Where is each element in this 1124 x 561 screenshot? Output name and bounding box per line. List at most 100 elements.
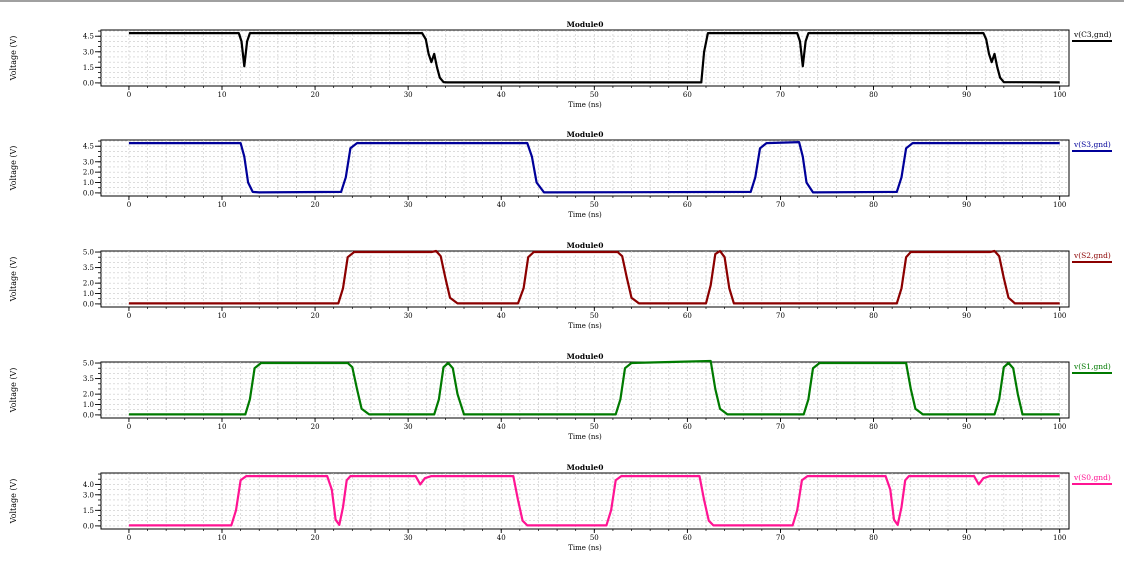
x-tick-label: 90 xyxy=(962,534,971,542)
legend-label: v(S2,gnd) xyxy=(1073,251,1111,260)
x-tick-label: 0 xyxy=(127,312,131,320)
x-tick-label: 100 xyxy=(1053,201,1066,209)
y-axis-label: Voltage (V) xyxy=(9,368,18,414)
x-tick-label: 40 xyxy=(497,201,506,209)
y-tick-label: 1.0 xyxy=(83,290,94,298)
plot-frame xyxy=(100,250,1070,308)
x-tick-label: 20 xyxy=(311,312,320,320)
y-tick-label: 0.0 xyxy=(83,411,94,419)
legend-label: v(C3,gnd) xyxy=(1073,30,1111,39)
x-tick-label: 80 xyxy=(869,91,878,99)
x-tick-label: 30 xyxy=(404,91,413,99)
x-tick-label: 40 xyxy=(497,423,506,431)
x-tick-label: 20 xyxy=(311,91,320,99)
x-tick-label: 10 xyxy=(218,312,227,320)
x-tick-label: 100 xyxy=(1053,534,1066,542)
x-tick-label: 30 xyxy=(404,312,413,320)
x-tick-label: 100 xyxy=(1053,423,1066,431)
x-tick-label: 50 xyxy=(590,91,599,99)
x-tick-label: 90 xyxy=(962,91,971,99)
subplot-2: Module0 0.0 1.0 2.0 3.0 4.5 0 10 20 30 40 50 60 70 80 9… xyxy=(9,130,1112,219)
y-tick-label: 1.0 xyxy=(83,179,94,187)
y-tick-label: 0.0 xyxy=(83,189,94,197)
x-tick-label: 0 xyxy=(127,534,131,542)
y-axis-label: Voltage (V) xyxy=(9,257,18,303)
x-axis-label: Time (ns) xyxy=(568,433,602,441)
x-tick-label: 70 xyxy=(776,91,785,99)
x-tick-label: 100 xyxy=(1053,91,1066,99)
x-tick-label: 90 xyxy=(962,312,971,320)
plot-title: Module0 xyxy=(567,130,604,139)
plot-frame xyxy=(100,139,1070,197)
series-line xyxy=(128,141,1060,194)
x-tick-label: 60 xyxy=(683,312,692,320)
x-tick-label: 0 xyxy=(127,91,131,99)
legend-label: v(S1,gnd) xyxy=(1073,362,1111,371)
y-tick-label: 0.0 xyxy=(83,522,94,530)
x-tick-label: 80 xyxy=(869,201,878,209)
x-tick-label: 70 xyxy=(776,534,785,542)
x-tick-label: 30 xyxy=(404,201,413,209)
x-tick-label: 90 xyxy=(962,201,971,209)
x-tick-label: 0 xyxy=(127,423,131,431)
y-tick-label: 4.0 xyxy=(83,481,94,489)
subplot-1: Module0 0.0 1.5 3.0 4.5 0 10 20 30 40 50 60 70 80 90 10… xyxy=(9,20,1112,109)
x-tick-label: 20 xyxy=(311,423,320,431)
x-tick-label: 30 xyxy=(404,534,413,542)
y-tick-label: 5.0 xyxy=(83,360,94,368)
y-tick-label: 3.0 xyxy=(83,491,94,499)
x-tick-label: 100 xyxy=(1053,312,1066,320)
y-axis-label: Voltage (V) xyxy=(9,146,18,192)
plot-title: Module0 xyxy=(567,352,604,361)
x-tick-label: 80 xyxy=(869,423,878,431)
x-tick-label: 30 xyxy=(404,423,413,431)
plot-title: Module0 xyxy=(567,463,604,472)
x-tick-label: 70 xyxy=(776,201,785,209)
subplot-5: Module0 0.0 1.5 3.0 4.0 0 10 20 30 40 50 60 70 80 90 10… xyxy=(9,463,1112,552)
y-tick-label: 3.0 xyxy=(83,48,94,56)
y-tick-label: 4.5 xyxy=(83,33,94,41)
x-tick-label: 20 xyxy=(311,201,320,209)
y-tick-label: 3.5 xyxy=(83,264,94,272)
x-tick-label: 50 xyxy=(590,534,599,542)
subplot-4: Module0 0.0 1.0 2.0 3.5 5.0 0 10 20 30 40 50 60 70 80 9… xyxy=(9,352,1112,441)
x-axis-label: Time (ns) xyxy=(568,544,602,552)
x-tick-label: 60 xyxy=(683,423,692,431)
plot-frame xyxy=(100,472,1070,530)
x-tick-label: 50 xyxy=(590,423,599,431)
x-tick-label: 10 xyxy=(218,534,227,542)
y-tick-label: 5.0 xyxy=(83,249,94,257)
x-tick-label: 70 xyxy=(776,312,785,320)
y-tick-label: 1.5 xyxy=(83,507,94,515)
x-axis-label: Time (ns) xyxy=(568,101,602,109)
y-tick-label: 0.0 xyxy=(83,300,94,308)
x-tick-label: 0 xyxy=(127,201,131,209)
series-line xyxy=(128,359,1060,416)
x-tick-label: 70 xyxy=(776,423,785,431)
x-tick-label: 60 xyxy=(683,91,692,99)
series-line xyxy=(128,475,1060,527)
subplot-3: Module0 0.0 1.0 2.0 3.5 5.0 0 10 20 30 40 50 60 70 80 9… xyxy=(9,241,1112,330)
y-tick-label: 1.0 xyxy=(83,401,94,409)
x-tick-label: 60 xyxy=(683,201,692,209)
x-tick-label: 10 xyxy=(218,423,227,431)
y-tick-label: 3.5 xyxy=(83,375,94,383)
legend-label: v(S3,gnd) xyxy=(1073,140,1111,149)
y-tick-label: 0.0 xyxy=(83,79,94,87)
y-tick-label: 2.0 xyxy=(83,391,94,399)
series-line xyxy=(128,31,1060,84)
y-axis-label: Voltage (V) xyxy=(9,479,18,525)
y-tick-label: 3.0 xyxy=(83,158,94,166)
legend-label: v(S0,gnd) xyxy=(1073,473,1111,482)
x-tick-label: 90 xyxy=(962,423,971,431)
y-tick-label: 4.5 xyxy=(83,143,94,151)
x-tick-label: 80 xyxy=(869,534,878,542)
x-tick-label: 40 xyxy=(497,91,506,99)
x-axis-label: Time (ns) xyxy=(568,322,602,330)
x-tick-label: 50 xyxy=(590,201,599,209)
x-tick-label: 40 xyxy=(497,534,506,542)
y-tick-label: 1.5 xyxy=(83,64,94,72)
y-axis-label: Voltage (V) xyxy=(9,36,18,82)
x-tick-label: 80 xyxy=(869,312,878,320)
